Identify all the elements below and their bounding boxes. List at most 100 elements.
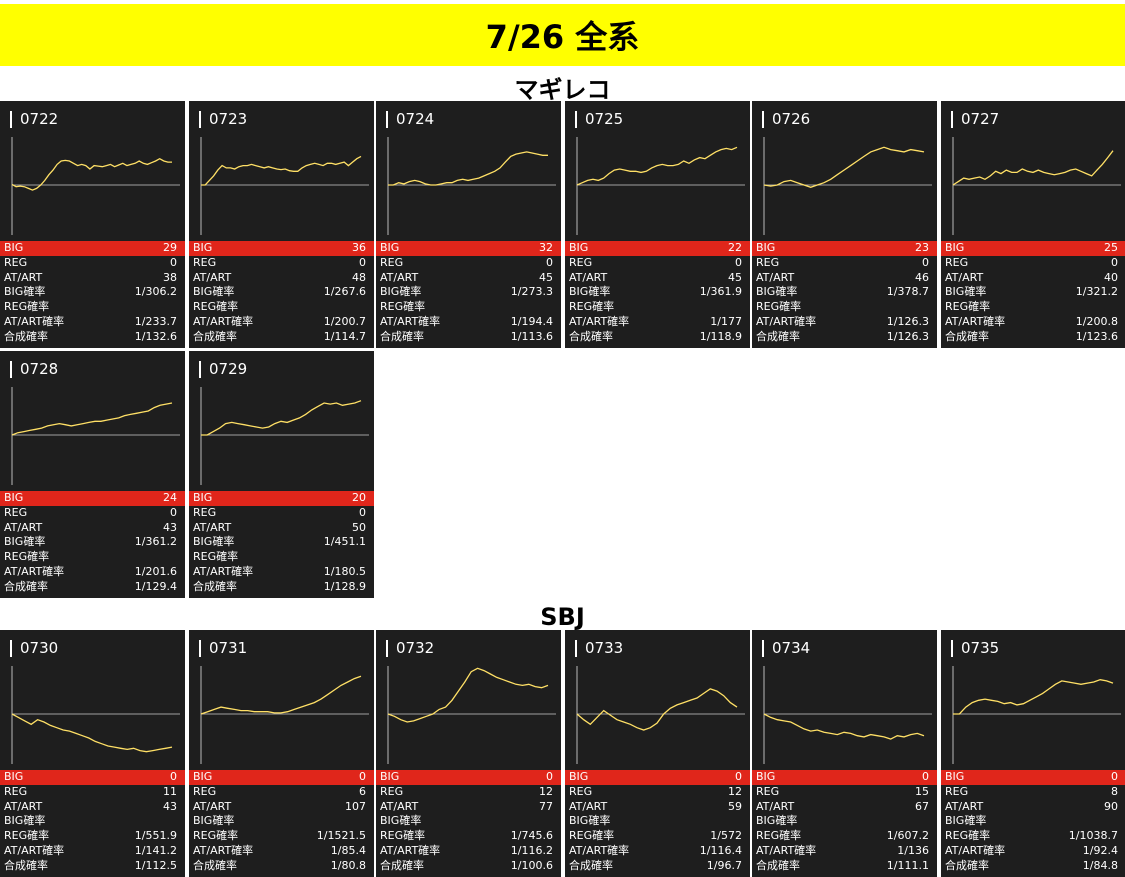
machine-card-0730[interactable]: 0730 BIG 0 REG 11 AT/ART 43 BIG確率 REG確率 1/551.9 AT… [0,630,185,877]
stat-row-reg-rate: REG確率 1/607.2 [752,829,937,844]
stat-row-reg: REG 0 [565,256,750,271]
stat-label: BIG確率 [4,285,46,299]
stat-label: AT/ART [380,799,419,813]
machine-card-0725[interactable]: 0725 BIG 22 REG 0 AT/ART 45 BIG確率 1/361.9 REG確率 AT… [565,101,750,348]
stat-label: REG [380,784,404,798]
machine-card-0727[interactable]: 0727 BIG 25 REG 0 AT/ART 40 BIG確率 1/321.2 REG確率 AT… [941,101,1125,348]
stat-row-atart: AT/ART 45 [565,271,750,286]
stat-row-atart-rate: AT/ART確率 1/201.6 [0,565,185,580]
stat-row-combined-rate: 合成確率 1/100.6 [376,859,561,874]
stat-row-big-rate: BIG確率 1/451.1 [189,535,374,550]
machine-card-0735[interactable]: 0735 BIG 0 REG 8 AT/ART 90 BIG確率 REG確率 1/1038.7 AT… [941,630,1125,877]
stat-label: BIG確率 [569,285,611,299]
stat-row-big-rate: BIG確率 [376,814,561,829]
machine-card-0729[interactable]: 0729 BIG 20 REG 0 AT/ART 50 BIG確率 1/451.1 REG確率 AT… [189,351,374,598]
stat-label: BIG確率 [380,814,422,828]
stat-value: 0 [922,255,929,269]
stat-value: 0 [170,770,177,783]
stat-label: BIG確率 [569,814,611,828]
machine-card-0734[interactable]: 0734 BIG 0 REG 15 AT/ART 67 BIG確率 REG確率 1/607.2 AT… [752,630,937,877]
stat-label: AT/ART [569,270,608,284]
stat-value: 0 [546,255,553,269]
stat-value: 1/129.4 [134,579,177,593]
stat-row-atart-rate: AT/ART確率 1/141.2 [0,844,185,859]
stat-value: 1/136 [897,843,929,857]
stat-row-atart-rate: AT/ART確率 1/180.5 [189,565,374,580]
stat-row-atart: AT/ART 43 [0,800,185,815]
stat-label: BIG [756,241,776,254]
stat-label: BIG [193,770,213,783]
stat-row-atart-rate: AT/ART確率 1/200.7 [189,315,374,330]
machine-card-0731[interactable]: 0731 BIG 0 REG 6 AT/ART 107 BIG確率 REG確率 1/1521.5 A… [189,630,374,877]
stat-value: 12 [728,784,742,798]
stat-label: REG確率 [380,300,426,314]
stat-label: 合成確率 [569,858,613,872]
slump-graph [200,666,369,764]
page-title: 7/26 全系 [485,18,640,56]
stat-label: REG [945,784,969,798]
stat-row-big: BIG 0 [752,770,937,785]
stat-label: REG確率 [945,829,991,843]
stat-value: 90 [1104,799,1118,813]
stat-row-reg: REG 0 [189,506,374,521]
machine-card-0728[interactable]: 0728 BIG 24 REG 0 AT/ART 43 BIG確率 1/361.2 REG確率 AT… [0,351,185,598]
stat-row-combined-rate: 合成確率 1/132.6 [0,330,185,345]
stat-value: 1/267.6 [323,285,366,299]
stat-row-atart: AT/ART 107 [189,800,374,815]
stat-label: AT/ART確率 [945,314,1006,328]
stat-label: 合成確率 [756,329,800,343]
stat-label: BIG確率 [945,285,987,299]
machine-card-0733[interactable]: 0733 BIG 0 REG 12 AT/ART 59 BIG確率 REG確率 1/572 AT/A… [565,630,750,877]
stat-value: 40 [1104,270,1118,284]
stat-label: REG [945,255,969,269]
machine-card-0723[interactable]: 0723 BIG 36 REG 0 AT/ART 48 BIG確率 1/267.6 REG確率 AT… [189,101,374,348]
stat-row-atart: AT/ART 90 [941,800,1125,815]
stat-label: REG [756,784,780,798]
stat-label: REG [4,784,28,798]
stat-value: 43 [163,799,177,813]
stat-row-reg-rate: REG確率 [565,300,750,315]
machine-card-0726[interactable]: 0726 BIG 23 REG 0 AT/ART 46 BIG確率 1/378.7 REG確率 AT… [752,101,937,348]
stat-label: AT/ART確率 [380,843,441,857]
stat-row-reg: REG 0 [189,256,374,271]
stat-row-atart: AT/ART 59 [565,800,750,815]
stat-label: REG確率 [756,300,802,314]
stat-row-reg-rate: REG確率 [189,550,374,565]
stat-label: AT/ART確率 [756,314,817,328]
machine-stats: BIG 32 REG 0 AT/ART 45 BIG確率 1/273.3 REG確率 AT/ART… [376,241,561,345]
machine-number: 0732 [386,640,434,657]
stat-value: 1/111.1 [886,858,929,872]
stat-label: REG確率 [4,829,50,843]
stat-row-big-rate: BIG確率 [752,814,937,829]
stat-label: AT/ART [193,270,232,284]
stat-label: AT/ART [756,799,795,813]
stat-row-reg-rate: REG確率 1/1521.5 [189,829,374,844]
stat-value: 1/321.2 [1075,285,1118,299]
stat-value: 20 [352,491,366,504]
stat-value: 46 [915,270,929,284]
machine-number: 0725 [575,111,623,128]
machine-number: 0733 [575,640,623,657]
machine-card-0724[interactable]: 0724 BIG 32 REG 0 AT/ART 45 BIG確率 1/273.3 REG確率 AT… [376,101,561,348]
stat-label: AT/ART確率 [4,564,65,578]
machine-number: 0731 [199,640,247,657]
stat-label: REG確率 [193,829,239,843]
stat-row-reg-rate: REG確率 [376,300,561,315]
stat-row-combined-rate: 合成確率 1/113.6 [376,330,561,345]
stat-row-atart-rate: AT/ART確率 1/136 [752,844,937,859]
machine-number: 0729 [199,361,247,378]
stat-label: 合成確率 [4,579,48,593]
stat-row-atart-rate: AT/ART確率 1/233.7 [0,315,185,330]
stat-row-reg-rate: REG確率 [941,300,1125,315]
stat-label: AT/ART [193,520,232,534]
stat-label: 合成確率 [945,858,989,872]
stat-value: 45 [728,270,742,284]
stat-row-reg-rate: REG確率 [0,300,185,315]
slump-line [11,713,173,753]
machine-card-0722[interactable]: 0722 BIG 29 REG 0 AT/ART 38 BIG確率 1/306.2 REG確率 AT… [0,101,185,348]
stat-label: BIG確率 [756,285,798,299]
slump-graph [952,666,1121,764]
stat-value: 25 [1104,241,1118,254]
machine-card-0732[interactable]: 0732 BIG 0 REG 12 AT/ART 77 BIG確率 REG確率 1/745.6 AT… [376,630,561,877]
stat-row-big-rate: BIG確率 1/306.2 [0,285,185,300]
